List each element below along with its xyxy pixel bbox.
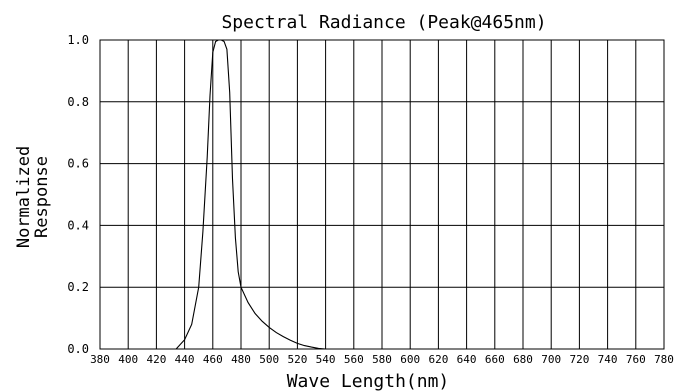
y-axis-title-line-1: Normalized xyxy=(14,146,34,248)
x-axis-title: Wave Length(nm) xyxy=(287,371,450,391)
x-tick-label: 620 xyxy=(428,353,448,366)
x-tick-label: 680 xyxy=(513,353,533,366)
y-tick-label: 0.6 xyxy=(67,157,89,171)
x-tick-label: 740 xyxy=(598,353,618,366)
chart-title: Spectral Radiance (Peak@465nm) xyxy=(221,12,546,33)
x-tick-label: 580 xyxy=(372,353,392,366)
x-tick-label: 720 xyxy=(569,353,589,366)
x-tick-label: 460 xyxy=(203,353,223,366)
spectral-curve xyxy=(175,39,326,350)
y-tick-label: 0.8 xyxy=(67,95,89,109)
x-tick-label: 660 xyxy=(485,353,505,366)
y-tick-label: 1.0 xyxy=(67,33,89,47)
grid xyxy=(99,39,665,350)
y-tick-label: 0.4 xyxy=(67,218,89,232)
x-tick-label: 780 xyxy=(654,353,674,366)
y-tick-labels: 0.0 0.2 0.4 0.6 0.8 1.0 xyxy=(67,33,89,356)
x-tick-label: 380 xyxy=(90,353,110,366)
x-tick-label: 600 xyxy=(400,353,420,366)
x-tick-label: 700 xyxy=(541,353,561,366)
x-tick-label: 420 xyxy=(146,353,166,366)
y-tick-label: 0.2 xyxy=(67,280,89,294)
x-tick-label: 560 xyxy=(344,353,364,366)
x-tick-label: 540 xyxy=(316,353,336,366)
x-tick-label: 500 xyxy=(259,353,279,366)
x-tick-label: 640 xyxy=(457,353,477,366)
x-tick-labels: 380 400 420 440 460 480 500 520 540 560 580 600 620 6… xyxy=(90,353,674,366)
plot-frame xyxy=(99,39,665,350)
y-axis-title: Normalized Response xyxy=(14,146,52,248)
x-tick-label: 440 xyxy=(175,353,195,366)
y-axis-title-line-2: Response xyxy=(32,156,52,238)
x-tick-label: 760 xyxy=(626,353,646,366)
x-tick-label: 400 xyxy=(118,353,138,366)
x-tick-label: 480 xyxy=(231,353,251,366)
y-tick-label: 0.0 xyxy=(67,342,89,356)
x-tick-label: 520 xyxy=(287,353,307,366)
